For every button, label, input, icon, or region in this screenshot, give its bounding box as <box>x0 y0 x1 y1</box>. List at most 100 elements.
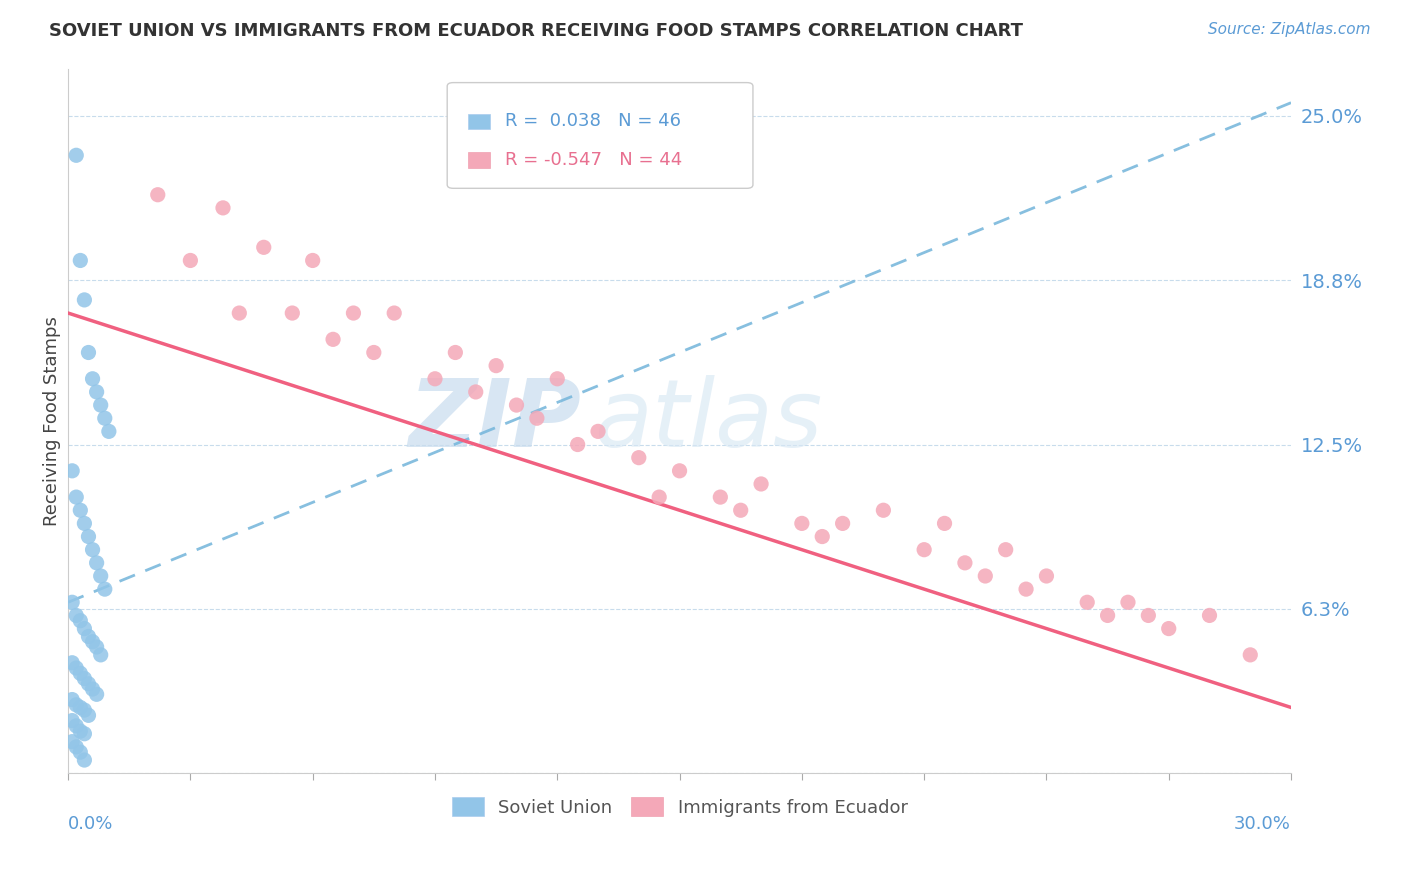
Point <box>86 384 108 399</box>
Text: R = -0.547   N = 44: R = -0.547 N = 44 <box>505 151 682 169</box>
Point <box>90 569 112 583</box>
Point <box>69 724 91 739</box>
Point <box>1097 608 1119 623</box>
Text: atlas: atlas <box>593 376 823 467</box>
Point <box>65 608 87 623</box>
Point <box>730 503 752 517</box>
Point <box>485 359 508 373</box>
Point <box>65 490 87 504</box>
Point <box>342 306 364 320</box>
Point <box>627 450 650 465</box>
Point <box>60 595 83 609</box>
Point <box>301 253 323 268</box>
Point <box>60 464 83 478</box>
Point <box>1035 569 1057 583</box>
Text: 0.0%: 0.0% <box>67 815 114 833</box>
Point <box>974 569 997 583</box>
Legend: Soviet Union, Immigrants from Ecuador: Soviet Union, Immigrants from Ecuador <box>444 790 915 824</box>
Point <box>77 345 100 359</box>
Point <box>648 490 671 504</box>
Point <box>65 661 87 675</box>
Point <box>94 411 117 425</box>
Point <box>86 556 108 570</box>
Point <box>1015 582 1038 596</box>
Bar <box>468 153 491 168</box>
Point <box>90 398 112 412</box>
Point <box>1137 608 1160 623</box>
Point <box>77 677 100 691</box>
Point <box>709 490 731 504</box>
Point <box>73 753 96 767</box>
Point <box>73 727 96 741</box>
Point <box>86 640 108 654</box>
Point <box>994 542 1017 557</box>
Point <box>77 530 100 544</box>
Text: SOVIET UNION VS IMMIGRANTS FROM ECUADOR RECEIVING FOOD STAMPS CORRELATION CHART: SOVIET UNION VS IMMIGRANTS FROM ECUADOR … <box>49 22 1024 40</box>
Point <box>444 345 467 359</box>
Point <box>69 666 91 681</box>
Point <box>69 253 91 268</box>
Text: ZIP: ZIP <box>409 375 582 467</box>
Point <box>934 516 956 531</box>
Point <box>90 648 112 662</box>
Point <box>382 306 405 320</box>
Point <box>69 614 91 628</box>
Point <box>73 293 96 307</box>
Point <box>179 253 201 268</box>
Point <box>281 306 304 320</box>
Point <box>668 464 690 478</box>
Y-axis label: Receiving Food Stamps: Receiving Food Stamps <box>44 316 60 525</box>
Point <box>97 425 120 439</box>
Point <box>505 398 527 412</box>
Point <box>953 556 976 570</box>
Point <box>82 634 104 648</box>
Point <box>65 148 87 162</box>
Point <box>73 672 96 686</box>
Point <box>77 708 100 723</box>
Point <box>69 503 91 517</box>
Point <box>1157 622 1180 636</box>
Point <box>73 622 96 636</box>
Point <box>146 187 169 202</box>
Point <box>65 698 87 712</box>
Point <box>464 384 486 399</box>
Point <box>253 240 276 254</box>
Point <box>94 582 117 596</box>
Bar <box>468 113 491 129</box>
Point <box>423 372 446 386</box>
Point <box>1239 648 1261 662</box>
Point <box>69 700 91 714</box>
Point <box>831 516 853 531</box>
Point <box>546 372 568 386</box>
Point <box>1198 608 1220 623</box>
Point <box>567 437 589 451</box>
Point <box>526 411 548 425</box>
Point <box>60 714 83 728</box>
Point <box>811 530 834 544</box>
Point <box>65 719 87 733</box>
Point <box>1116 595 1139 609</box>
Point <box>82 542 104 557</box>
Text: R =  0.038   N = 46: R = 0.038 N = 46 <box>505 112 681 130</box>
Point <box>363 345 385 359</box>
Point <box>60 692 83 706</box>
Point <box>60 656 83 670</box>
Point <box>65 739 87 754</box>
Point <box>73 703 96 717</box>
Point <box>77 630 100 644</box>
FancyBboxPatch shape <box>447 83 754 188</box>
Point <box>872 503 894 517</box>
Point <box>69 745 91 759</box>
Text: 30.0%: 30.0% <box>1234 815 1291 833</box>
Text: Source: ZipAtlas.com: Source: ZipAtlas.com <box>1208 22 1371 37</box>
Point <box>212 201 235 215</box>
Point <box>228 306 250 320</box>
Point <box>790 516 813 531</box>
Point <box>1076 595 1098 609</box>
Point <box>82 681 104 696</box>
Point <box>86 687 108 701</box>
Point <box>749 477 772 491</box>
Point <box>586 425 609 439</box>
Point <box>322 332 344 346</box>
Point <box>73 516 96 531</box>
